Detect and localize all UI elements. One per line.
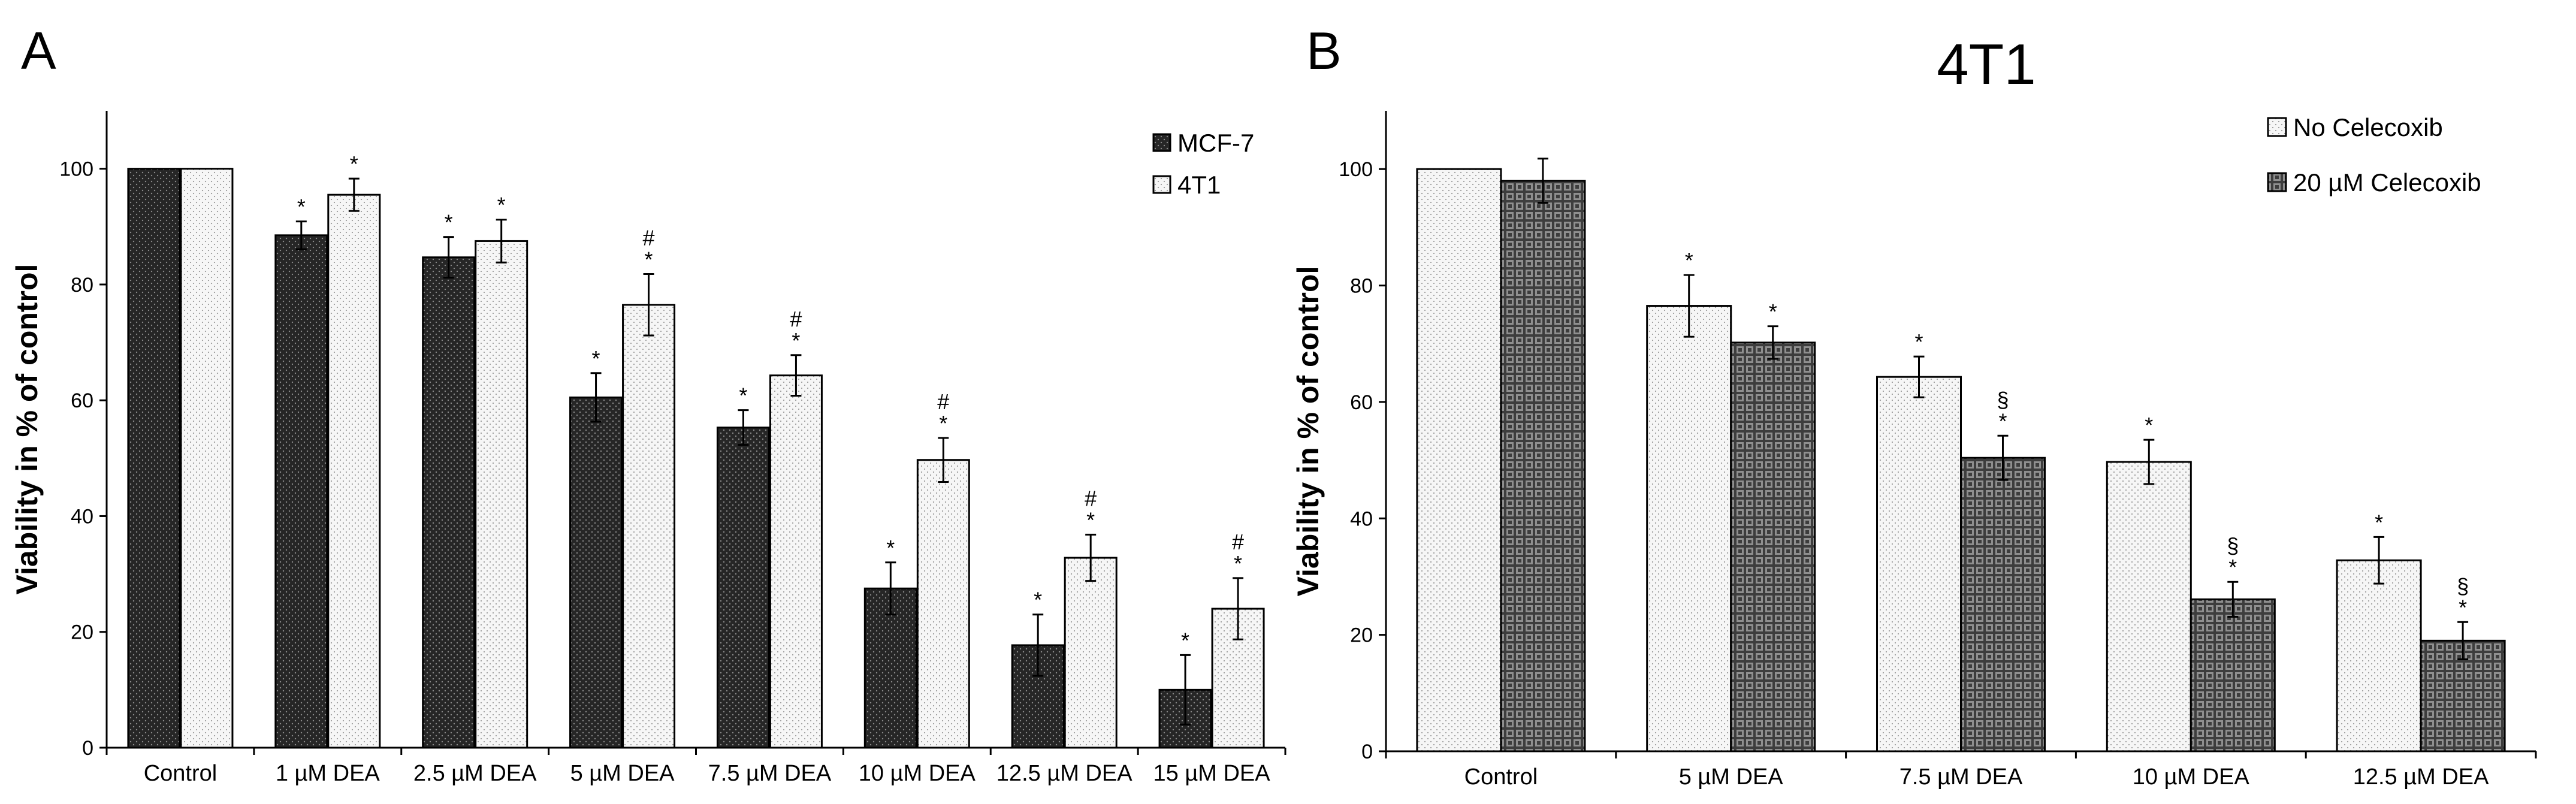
- panel-b-significance-mark: *: [2145, 413, 2153, 437]
- panel-a-xtick-label: 10 µM DEA: [859, 761, 976, 786]
- panel-b-legend-label: No Celecoxib: [2293, 113, 2443, 141]
- panel-b-ytick-label: 0: [1361, 740, 1373, 763]
- panel-a-significance-mark: *: [1034, 588, 1042, 612]
- panel-a-xtick-label: 7.5 µM DEA: [708, 761, 832, 786]
- panel-a-significance-mark: *: [1234, 551, 1242, 576]
- panel-b-xtick-label: 5 µM DEA: [1679, 764, 1784, 790]
- panel-b-xtick-label: Control: [1464, 764, 1538, 790]
- panel-b-significance-mark: *: [1998, 409, 2007, 433]
- panel-b-legend-swatch: [2267, 172, 2287, 192]
- panel-b-significance-mark: §: [2457, 573, 2469, 598]
- panel-a-bar: [1064, 557, 1118, 749]
- panel-a-xtick-label: 5 µM DEA: [570, 761, 675, 786]
- panel-a-xtick-label: 1 µM DEA: [276, 761, 380, 786]
- panel-b-bars: ****§**§**§: [1416, 158, 2506, 752]
- panel-a-legend-swatch: [1152, 175, 1171, 194]
- panel-b-legend-label: 20 µM Celecoxib: [2293, 168, 2481, 197]
- panel-a-ytick-label: 60: [71, 389, 93, 412]
- panel-a-bar: [716, 427, 770, 749]
- panel-a-significance-mark: #: [1232, 530, 1244, 554]
- panel-a-letter: A: [21, 21, 56, 80]
- panel-a-legend: MCF-7 4T1: [1152, 129, 1254, 199]
- panel-a-ytick-label: 100: [59, 158, 93, 181]
- panel-a-bars: ******#**#**#**#**#: [127, 152, 1265, 749]
- panel-a-significance-mark: *: [445, 210, 453, 235]
- panel-b-xtick-label: 7.5 µM DEA: [1899, 764, 2023, 790]
- panel-b-ytick-label: 40: [1350, 507, 1373, 530]
- panel-b-legend-swatch: [2267, 117, 2287, 137]
- panel-a-bar: [769, 374, 823, 749]
- panel-a-bar: [422, 256, 476, 749]
- panel-b-significance-mark: *: [1914, 330, 1923, 354]
- panel-b-axes: 0 20 40 60 80 100 Viability in % of control Con…: [1291, 111, 2537, 790]
- panel-a-ytick-label: 40: [71, 505, 93, 528]
- panel-a-xtick-label: Control: [144, 761, 218, 786]
- panel-b-bar: [1416, 168, 1502, 752]
- panel-b-significance-mark: *: [1769, 300, 1777, 324]
- panel-a-bar: [475, 240, 529, 749]
- panel-b-bar: [2336, 559, 2422, 752]
- panel-b-xtick-label: 10 µM DEA: [2133, 764, 2250, 790]
- panel-b-significance-mark: *: [2375, 510, 2383, 534]
- panel-a-ytick-label: 80: [71, 274, 93, 297]
- panel-a-significance-mark: *: [645, 247, 653, 272]
- panel-a-significance-mark: *: [739, 383, 747, 408]
- panel-b-significance-mark: *: [2459, 595, 2467, 619]
- panel-a-bar: [274, 234, 328, 749]
- panel-b-significance-mark: *: [2228, 555, 2237, 579]
- panel-a-significance-mark: *: [297, 195, 306, 219]
- panel-a-bar: [327, 194, 381, 749]
- panel-a-significance-mark: #: [1085, 486, 1097, 510]
- panel-a-xtick-label: 2.5 µM DEA: [413, 761, 537, 786]
- panel-b-significance-mark: §: [1997, 387, 2009, 412]
- panel-b-y-axis-title: Viability in % of control: [1291, 266, 1325, 597]
- panel-b-ytick-label: 100: [1339, 158, 1373, 181]
- panel-a-significance-mark: #: [937, 389, 949, 414]
- panel-b-bar: [1876, 376, 1962, 752]
- panel-a-legend-label: 4T1: [1177, 171, 1221, 199]
- panel-a-xtick-label: 12.5 µM DEA: [996, 761, 1133, 786]
- panel-a-significance-mark: *: [939, 411, 947, 436]
- panel-b-title: 4T1: [1937, 32, 2036, 96]
- panel-a-significance-mark: *: [1181, 628, 1189, 652]
- panel-a-significance-mark: #: [790, 307, 802, 331]
- panel-a-bar: [569, 396, 623, 749]
- panel-b-significance-mark: *: [1685, 248, 1693, 273]
- panel-a-legend-swatch: [1152, 133, 1171, 152]
- panel-a-significance-mark: *: [497, 193, 506, 217]
- panel-b-ytick-label: 80: [1350, 275, 1373, 298]
- panel-b-ytick-label: 60: [1350, 391, 1373, 414]
- panel-b-bar: [1646, 305, 1732, 752]
- panel-a-bar: [180, 168, 234, 749]
- panel-a-significance-mark: *: [592, 346, 600, 371]
- panel-b-letter: B: [1306, 21, 1342, 80]
- panel-a-ytick-label: 20: [71, 621, 93, 644]
- panel-b-bar: [1500, 180, 1586, 752]
- panel-b-bar: [1730, 341, 1816, 752]
- panel-a-significance-mark: *: [886, 536, 895, 560]
- panel-a-xtick-label: 15 µM DEA: [1153, 761, 1271, 786]
- panel-a: A 0 20 40 60 80 100 Viability in % of control C…: [10, 21, 1287, 786]
- panel-a-significance-mark: *: [1086, 507, 1095, 532]
- panel-a-bar: [916, 459, 970, 749]
- panel-a-y-axis-title: Viability in % of control: [10, 264, 44, 595]
- panel-a-legend-label: MCF-7: [1177, 129, 1254, 157]
- panel-a-bar: [127, 168, 181, 749]
- panel-b-significance-mark: §: [2227, 533, 2239, 558]
- panel-b-legend: No Celecoxib 20 µM Celecoxib: [2267, 113, 2481, 197]
- panel-b-xtick-label: 12.5 µM DEA: [2353, 764, 2489, 790]
- panel-a-significance-mark: *: [792, 328, 800, 353]
- panel-a-significance-mark: *: [350, 152, 358, 176]
- panel-b-bar: [2190, 598, 2276, 752]
- panel-b-ytick-label: 20: [1350, 624, 1373, 647]
- panel-a-axes: 0 20 40 60 80 100 Viability in % of control Con…: [10, 111, 1287, 786]
- panel-b: B 4T1 0 20 40 60 80 100 Viability in % of cont…: [1291, 21, 2537, 790]
- panel-b-bar: [1960, 457, 2046, 752]
- panel-b-bar: [2106, 461, 2192, 752]
- panel-a-ytick-label: 0: [82, 737, 93, 760]
- panel-a-significance-mark: #: [643, 226, 655, 250]
- panel-a-bar: [622, 304, 676, 749]
